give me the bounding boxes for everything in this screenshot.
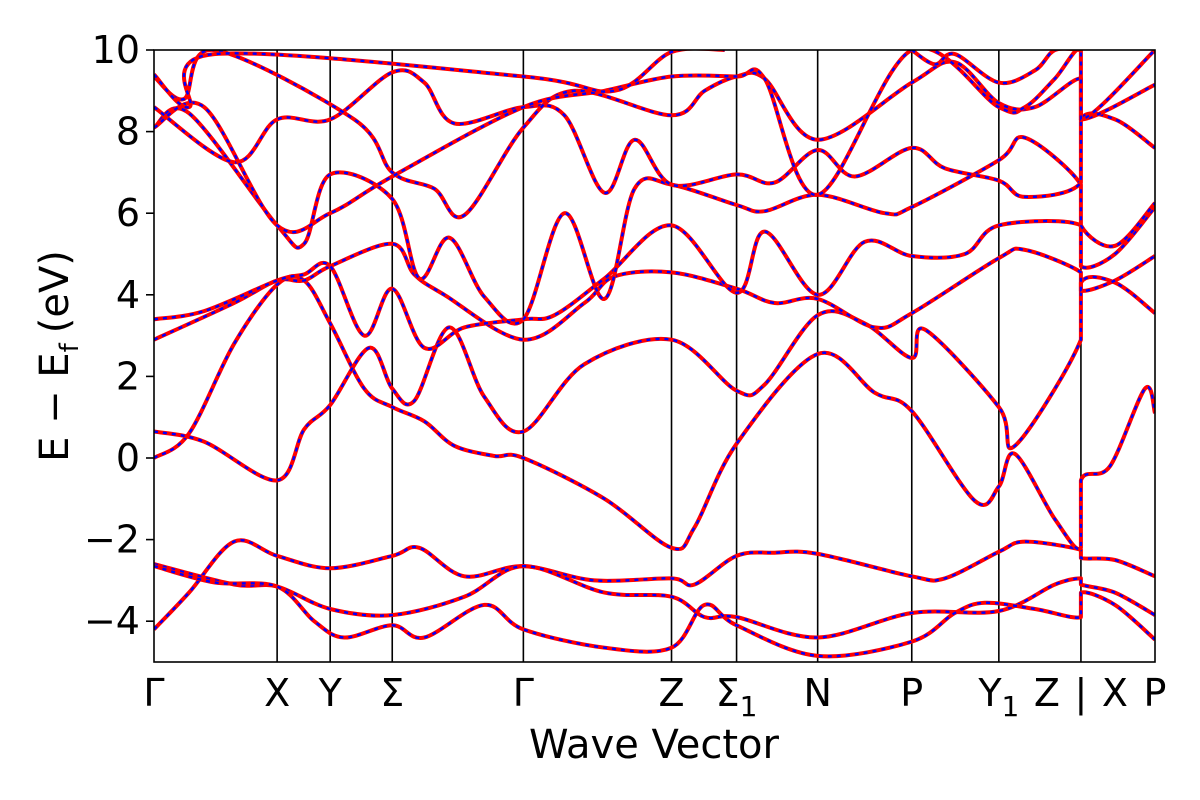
band-line-solid (154, 50, 1155, 220)
x-ticks: Γ X Y Σ Γ Z Σ1 N P Y1 Z | X P (143, 671, 1166, 723)
kpoint-label: P (900, 671, 923, 715)
y-axis-label-unit: (eV) (32, 250, 78, 333)
band-line-dashed (911, 50, 1081, 85)
band-line-dashed (154, 539, 1155, 631)
band-line-solid (154, 50, 1155, 234)
band-line-dashed (154, 50, 1155, 234)
band-line-solid (154, 241, 1155, 342)
band-line-dashed (154, 107, 1155, 325)
kpoint-label: Y (318, 671, 343, 715)
y-ticks: 10 8 6 4 2 0 −2 −4 (84, 28, 154, 643)
band-line-dashed (154, 50, 725, 109)
band-line-solid (154, 274, 1155, 552)
band-line-dashed (154, 50, 1155, 219)
kpoint-label: X (264, 671, 290, 715)
kpoint-label: Γ (513, 671, 534, 715)
kpoint-label: N (803, 671, 831, 715)
band-line-solid (154, 106, 1155, 326)
y-axis-label-sub: f (55, 342, 85, 352)
kpoint-label: Z (658, 671, 684, 715)
y-axis-label: E − Ef (eV) (32, 250, 85, 462)
y-axis-label-main: E − E (32, 352, 78, 462)
kpoint-label: Y1 (977, 671, 1019, 723)
band-line-solid (154, 562, 1155, 640)
plot-frame (153, 49, 1156, 663)
kpoint-label: Γ (143, 671, 164, 715)
band-line-dashed (154, 242, 1155, 341)
y-tick-label: −2 (84, 518, 140, 562)
y-tick-label: 10 (92, 28, 140, 72)
y-tick-label: 2 (116, 354, 140, 398)
band-line-dashed (154, 206, 1155, 351)
kpoint-label: Z (1034, 671, 1060, 715)
bands (154, 50, 1155, 659)
band-line-dashed (154, 562, 1155, 639)
y-tick-label: 8 (116, 110, 140, 154)
kpoint-label: P (1144, 671, 1167, 715)
kpoint-label: X (1102, 671, 1128, 715)
band-line-dashed (154, 275, 1155, 482)
band-line-solid (154, 538, 1155, 631)
y-tick-label: 0 (116, 436, 140, 480)
band-line-dashed (154, 564, 1155, 658)
kpoint-label: Σ (380, 671, 404, 715)
x-axis-label: Wave Vector (529, 722, 780, 768)
y-tick-label: 4 (116, 273, 140, 317)
band-line-dashed (154, 69, 1155, 199)
y-tick-label: 6 (116, 191, 140, 235)
break-label: | (1075, 671, 1088, 716)
band-line-solid (154, 275, 1155, 483)
kpoint-label: Σ1 (716, 671, 758, 723)
y-tick-label: −4 (84, 599, 140, 643)
band-line-dashed (154, 275, 1155, 551)
